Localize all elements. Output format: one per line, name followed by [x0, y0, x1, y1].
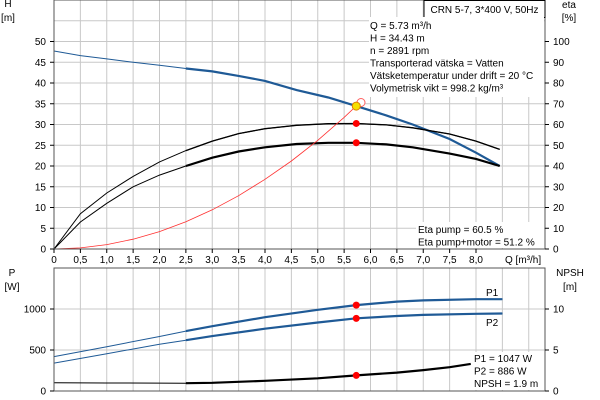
bottom-info-line: P2 = 886 W	[474, 367, 527, 378]
info-line: n = 2891 rpm	[370, 46, 429, 57]
y2-tick-label: 40	[553, 162, 565, 173]
info-line: Volymetrisk vikt = 998.2 kg/m³	[370, 84, 504, 95]
bottom-info-line: P1 = 1047 W	[474, 354, 533, 365]
y2-tick-label: 90	[553, 58, 565, 69]
y-axis-title: H	[4, 0, 11, 10]
bottom-info-line: NPSH = 1.9 m	[474, 379, 538, 390]
series-line-operating-eta-pump-motor	[185, 141, 501, 168]
x-tick-label: 7,5	[443, 255, 457, 266]
x-tick-label: 4,0	[258, 255, 272, 266]
series-label-p2: P2	[486, 318, 499, 329]
eta-line: Eta pump = 60.5 %	[418, 225, 503, 236]
y-tick-label: 10	[35, 203, 47, 214]
y2-tick-label: 10	[553, 305, 565, 316]
y-axis-title: P	[9, 268, 16, 279]
x-tick-label: 2,5	[179, 255, 193, 266]
series-line-operating-npsh	[185, 362, 471, 385]
series-line-p2	[53, 313, 503, 364]
y-axis-unit: [m]	[1, 13, 15, 24]
info-line: H = 34.43 m	[370, 34, 425, 45]
y-tick-label: 45	[35, 58, 47, 69]
y-tick-label: 50	[35, 37, 47, 48]
y2-tick-label: 0	[553, 245, 559, 256]
info-line: Q = 5.73 m³/h	[370, 21, 431, 32]
duty-point-npsh	[352, 371, 360, 379]
x-tick-label: 7,0	[416, 255, 430, 266]
x-tick-label: 1,0	[100, 255, 114, 266]
eta-box-bg	[416, 222, 544, 248]
y2-axis-unit: [m]	[563, 282, 577, 293]
y-tick-label: 0	[40, 387, 46, 398]
y-tick-label: 15	[35, 182, 47, 193]
y2-tick-label: 10	[553, 224, 565, 235]
x-tick-label: 3,0	[205, 255, 219, 266]
series-line-operating-h	[185, 67, 501, 167]
y2-tick-label: 80	[553, 79, 565, 90]
x-tick-label: 0	[51, 255, 57, 266]
y-tick-label: 1000	[24, 305, 47, 316]
info-box-bg	[369, 17, 544, 97]
y-axis-unit: [W]	[5, 282, 20, 293]
plot-frame	[53, 267, 546, 392]
x-tick-label: 0,5	[73, 255, 87, 266]
x-tick-label: 8,0	[469, 255, 483, 266]
y-tick-label: 5	[40, 224, 46, 235]
duty-point-p2	[352, 314, 360, 322]
y-tick-label: 20	[35, 162, 47, 173]
x-axis-title: Q [m³/h]	[505, 255, 541, 266]
duty-point-eta-pump-motor	[352, 139, 360, 147]
y-tick-label: 35	[35, 99, 47, 110]
y-tick-label: 40	[35, 79, 47, 90]
x-tick-label: 5,5	[337, 255, 351, 266]
series-line-system-curve	[53, 102, 361, 250]
x-tick-label: 6,0	[364, 255, 378, 266]
y2-tick-label: 60	[553, 120, 565, 131]
x-tick-label: 2,0	[153, 255, 167, 266]
y2-tick-label: 5	[553, 346, 559, 357]
duty-point-h	[351, 101, 361, 111]
duty-point-p1	[352, 301, 360, 309]
duty-point-eta-pump	[352, 119, 360, 127]
y2-tick-label: 50	[553, 141, 565, 152]
chart-title: CRN 5-7, 3*400 V, 50Hz	[430, 5, 538, 16]
y2-tick-label: 100	[553, 37, 570, 48]
y2-tick-label: 70	[553, 99, 565, 110]
x-tick-label: 6,5	[390, 255, 404, 266]
y-tick-label: 500	[29, 346, 46, 357]
series-line-operating-eta-pump	[185, 122, 500, 152]
bottom-info-bg	[472, 352, 544, 390]
y-tick-label: 0	[40, 245, 46, 256]
x-tick-label: 5,0	[311, 255, 325, 266]
x-tick-label: 1,5	[126, 255, 140, 266]
y2-tick-label: 0	[553, 387, 559, 398]
y2-tick-label: 20	[553, 203, 565, 214]
y2-axis-title: NPSH	[556, 268, 584, 279]
y2-tick-label: 30	[553, 182, 565, 193]
x-tick-label: 3,5	[232, 255, 246, 266]
x-tick-label: 4,5	[284, 255, 298, 266]
info-line: Vätsketemperatur under drift = 20 °C	[370, 71, 533, 82]
y-tick-label: 25	[35, 141, 47, 152]
info-line: Transporterad vätska = Vatten	[370, 59, 504, 70]
y2-axis-unit: [%]	[562, 13, 577, 24]
series-label-p1: P1	[486, 288, 499, 299]
y2-axis-title: eta	[562, 0, 576, 11]
y-tick-label: 30	[35, 120, 47, 131]
eta-line: Eta pump+motor = 51.2 %	[418, 238, 535, 249]
